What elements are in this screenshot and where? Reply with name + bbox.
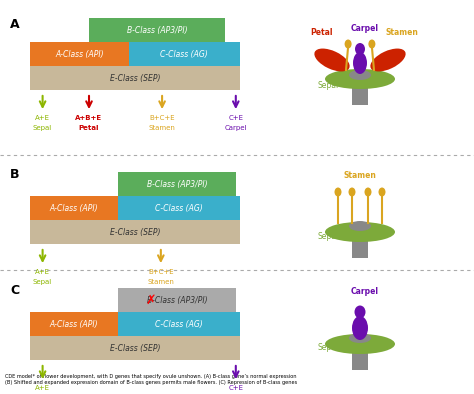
Ellipse shape <box>353 52 367 74</box>
Ellipse shape <box>349 70 371 80</box>
Text: ✗: ✗ <box>146 294 156 307</box>
Text: Stamen: Stamen <box>344 171 376 180</box>
Text: Sepal: Sepal <box>33 125 52 131</box>
Ellipse shape <box>365 188 372 197</box>
Ellipse shape <box>325 222 395 242</box>
FancyBboxPatch shape <box>129 42 240 66</box>
Ellipse shape <box>349 221 371 231</box>
Ellipse shape <box>370 48 406 71</box>
FancyBboxPatch shape <box>89 18 225 42</box>
Text: A-Class (API): A-Class (API) <box>55 50 104 58</box>
Ellipse shape <box>348 188 356 197</box>
Text: E-Class (SEP): E-Class (SEP) <box>110 227 160 236</box>
Text: B-Class (AP3/PI): B-Class (AP3/PI) <box>146 296 207 305</box>
Text: B+C+E: B+C+E <box>148 269 173 275</box>
Text: Petal: Petal <box>311 28 333 37</box>
Text: A: A <box>10 18 19 31</box>
Text: E-Class (SEP): E-Class (SEP) <box>110 344 160 353</box>
FancyBboxPatch shape <box>352 348 368 370</box>
Ellipse shape <box>355 305 365 318</box>
Text: B: B <box>10 168 19 181</box>
Text: A-Class (API): A-Class (API) <box>50 203 99 212</box>
Text: Stamen: Stamen <box>147 279 174 285</box>
FancyBboxPatch shape <box>30 196 118 220</box>
FancyBboxPatch shape <box>118 288 236 312</box>
FancyBboxPatch shape <box>118 196 240 220</box>
Ellipse shape <box>352 316 368 340</box>
Text: CDE model* of flower development, with D genes that specify ovule unshown. (A) B: CDE model* of flower development, with D… <box>5 374 297 385</box>
Text: B-Class (AP3/PI): B-Class (AP3/PI) <box>146 180 207 188</box>
Text: A+B+E: A+B+E <box>75 115 102 121</box>
Text: B-Class (AP3/PI): B-Class (AP3/PI) <box>127 26 187 35</box>
Text: Petal: Petal <box>79 125 99 131</box>
FancyBboxPatch shape <box>352 236 368 258</box>
FancyBboxPatch shape <box>118 172 236 196</box>
Text: C-Class (AG): C-Class (AG) <box>161 50 208 58</box>
FancyBboxPatch shape <box>118 312 240 336</box>
Ellipse shape <box>325 69 395 89</box>
Text: A+E: A+E <box>35 385 50 391</box>
Ellipse shape <box>335 188 341 197</box>
FancyBboxPatch shape <box>352 83 368 105</box>
Ellipse shape <box>355 43 365 55</box>
FancyBboxPatch shape <box>30 42 129 66</box>
FancyBboxPatch shape <box>30 220 240 244</box>
Text: Carpel: Carpel <box>351 24 379 33</box>
Ellipse shape <box>379 188 385 197</box>
Text: E-Class (SEP): E-Class (SEP) <box>110 74 160 82</box>
FancyBboxPatch shape <box>30 312 118 336</box>
Text: A-Class (API): A-Class (API) <box>50 320 99 329</box>
Text: Carpel: Carpel <box>225 125 247 131</box>
Text: B+C+E: B+C+E <box>149 115 175 121</box>
FancyBboxPatch shape <box>30 336 240 360</box>
Ellipse shape <box>325 334 395 354</box>
Text: C: C <box>10 284 19 297</box>
Ellipse shape <box>368 39 375 48</box>
Text: Sepal: Sepal <box>318 344 338 353</box>
Ellipse shape <box>345 39 352 48</box>
Text: Sepal: Sepal <box>318 80 338 89</box>
Text: A+E: A+E <box>35 115 50 121</box>
Ellipse shape <box>314 48 350 71</box>
Text: Carpel: Carpel <box>351 287 379 296</box>
Text: Stamen: Stamen <box>385 28 419 37</box>
FancyBboxPatch shape <box>30 66 240 90</box>
Text: Sepal: Sepal <box>318 232 338 240</box>
Text: C+E: C+E <box>228 115 243 121</box>
Text: A+E: A+E <box>35 269 50 275</box>
Text: Sepal: Sepal <box>33 279 52 285</box>
Text: C-Class (AG): C-Class (AG) <box>155 320 203 329</box>
Text: Stamen: Stamen <box>149 125 175 131</box>
Text: C-Class (AG): C-Class (AG) <box>155 203 203 212</box>
Text: C+E: C+E <box>228 385 243 391</box>
Ellipse shape <box>349 333 371 343</box>
